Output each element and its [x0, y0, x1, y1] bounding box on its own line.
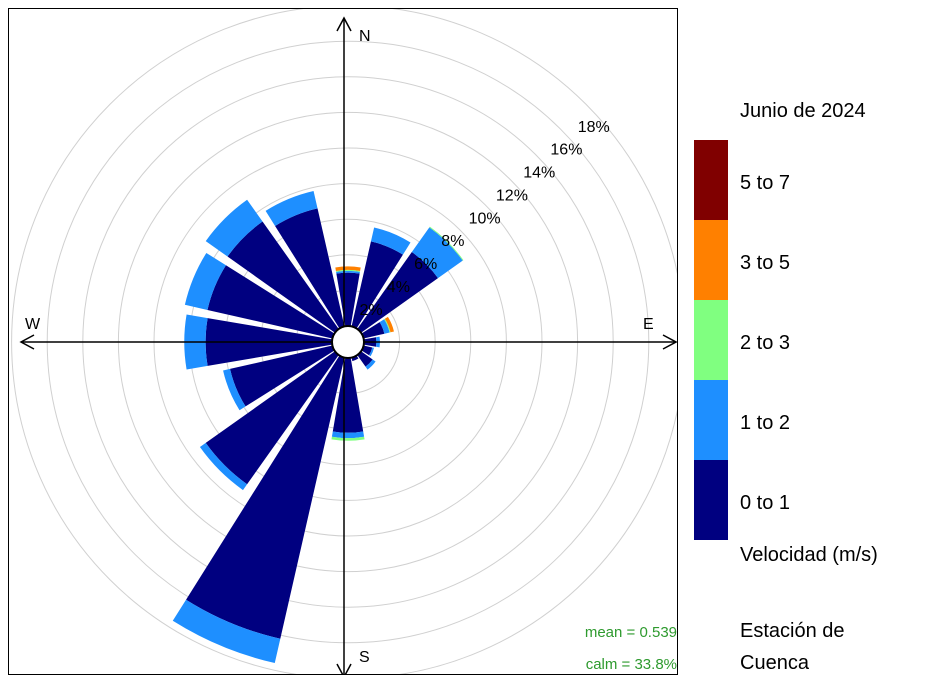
- wedge-n-bin-2: [335, 269, 361, 272]
- calm-circle: [331, 325, 365, 359]
- legend-label-5-7: 5 to 7: [740, 172, 791, 194]
- wedge-n-bin-0: [336, 272, 360, 327]
- station-line-1: Estación de: [740, 620, 845, 642]
- station-line-2: Cuenca: [740, 652, 809, 674]
- radial-tick-label: 14%: [523, 165, 555, 182]
- wedge-nw-bin-1: [205, 199, 263, 257]
- wedge-wnw-bin-0: [207, 265, 335, 339]
- wedge-ene-bin-2: [384, 318, 391, 333]
- legend-label-2-3: 2 to 3: [740, 332, 791, 354]
- wedge-sw-bin-0: [205, 351, 339, 485]
- radial-tick-label: 18%: [578, 119, 610, 136]
- legend-swatch-1-2: [694, 380, 728, 460]
- calm-center: [331, 325, 365, 359]
- wedge-s-bin-1: [331, 431, 365, 439]
- wedge-sw-bin-1: [199, 442, 248, 491]
- wedge-s-bin-0: [332, 357, 364, 433]
- wind-rose-svg: N S W E 2%4%6%8% 10% 12% 14% 16% 18% mean = 0…: [11, 9, 677, 674]
- wedge-ene-bin-0: [361, 322, 385, 339]
- wedge-ssw-bin-1: [172, 599, 281, 664]
- south-arrowhead: [336, 663, 352, 674]
- legend-swatch-2-3: [694, 300, 728, 380]
- west-arrowhead: [19, 334, 35, 350]
- wedge-nw-bin-0: [227, 221, 339, 333]
- radial-tick-label: 12%: [496, 187, 528, 204]
- wedge-wnw-bin-1: [184, 252, 226, 310]
- wedge-n-bin-1: [336, 270, 360, 274]
- wedge-wsw-bin-0: [230, 345, 335, 407]
- wedge-ne-bin-0: [357, 252, 438, 333]
- wedge-ne-bin-1: [411, 227, 463, 279]
- grid-ring-18: [11, 9, 677, 674]
- wedge-wsw-bin-1: [223, 368, 246, 411]
- wedge-ene-bin-1: [379, 319, 390, 334]
- east-arrowhead: [662, 334, 677, 350]
- legend-swatch-5-7: [694, 140, 728, 220]
- legend-label-3-5: 3 to 5: [740, 252, 791, 274]
- compass-label-n: N: [359, 28, 371, 45]
- wedge-nne-bin-1: [370, 227, 411, 255]
- legend-label-1-2: 1 to 2: [740, 412, 791, 434]
- wind-rose-plot: N S W E 2% 4% 6% 8% 10% 12% 14% 16% 18% mean = 0…: [8, 8, 678, 675]
- wedge-ese-bin-0: [361, 345, 373, 356]
- wedge-n-bin-3: [335, 266, 361, 271]
- radial-tick-labels: 2%4%6%8% 10% 12% 14% 16% 18%: [360, 119, 610, 319]
- north-arrowhead: [336, 16, 352, 32]
- wedge-ene-bin-3: [384, 316, 394, 333]
- radial-tick-label: 16%: [550, 142, 582, 159]
- mean-stat: mean = 0.539: [585, 624, 677, 641]
- wedge-nnw-bin-0: [275, 208, 345, 329]
- radial-tick-label: 10%: [469, 210, 501, 227]
- wedge-ssw-bin-0: [186, 355, 345, 639]
- compass-label-w: W: [25, 316, 41, 333]
- legend-title: Junio de 2024: [740, 100, 866, 122]
- radial-tick-label: 2%: [360, 302, 383, 319]
- legend-unit-label: Velocidad (m/s): [740, 544, 878, 566]
- compass-label-s: S: [359, 649, 370, 666]
- legend-swatch-3-5: [694, 220, 728, 300]
- wind-wedges: [172, 191, 464, 664]
- wedge-nnw-bin-1: [265, 191, 318, 226]
- wedge-nne-bin-0: [351, 241, 403, 329]
- radial-tick-label: 8%: [441, 233, 464, 250]
- radial-tick-label: 4%: [387, 279, 410, 296]
- compass-label-e: E: [643, 316, 654, 333]
- wedge-se-bin-0: [357, 351, 373, 367]
- legend-swatch-0-1: [694, 460, 728, 540]
- wedge-ese-bin-1: [369, 347, 375, 357]
- wedge-se-bin-1: [365, 359, 376, 370]
- calm-stat: calm = 33.8%: [586, 656, 677, 673]
- radial-tick-label: 6%: [414, 256, 437, 273]
- wedge-s-bin-2: [331, 436, 365, 441]
- legend-label-0-1: 0 to 1: [740, 492, 791, 514]
- wedge-sse-bin-0: [351, 355, 359, 362]
